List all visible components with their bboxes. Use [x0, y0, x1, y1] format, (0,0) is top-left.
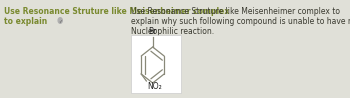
Text: explain why such following compound is unable to have no: explain why such following compound is u…: [131, 17, 350, 26]
Circle shape: [58, 18, 62, 23]
Text: Use Resonance Struture like Meisenheimer complex: Use Resonance Struture like Meisenheimer…: [4, 7, 229, 16]
Text: Br: Br: [148, 27, 157, 36]
Text: to explain: to explain: [4, 17, 47, 26]
Text: Use Resonance Struture like Meisenheimer complex to: Use Resonance Struture like Meisenheimer…: [131, 7, 340, 16]
Bar: [131, 35, 181, 93]
Text: Nucleophilic reaction.: Nucleophilic reaction.: [131, 27, 214, 36]
Text: NO₂: NO₂: [147, 82, 162, 91]
Text: ✓: ✓: [58, 18, 62, 23]
